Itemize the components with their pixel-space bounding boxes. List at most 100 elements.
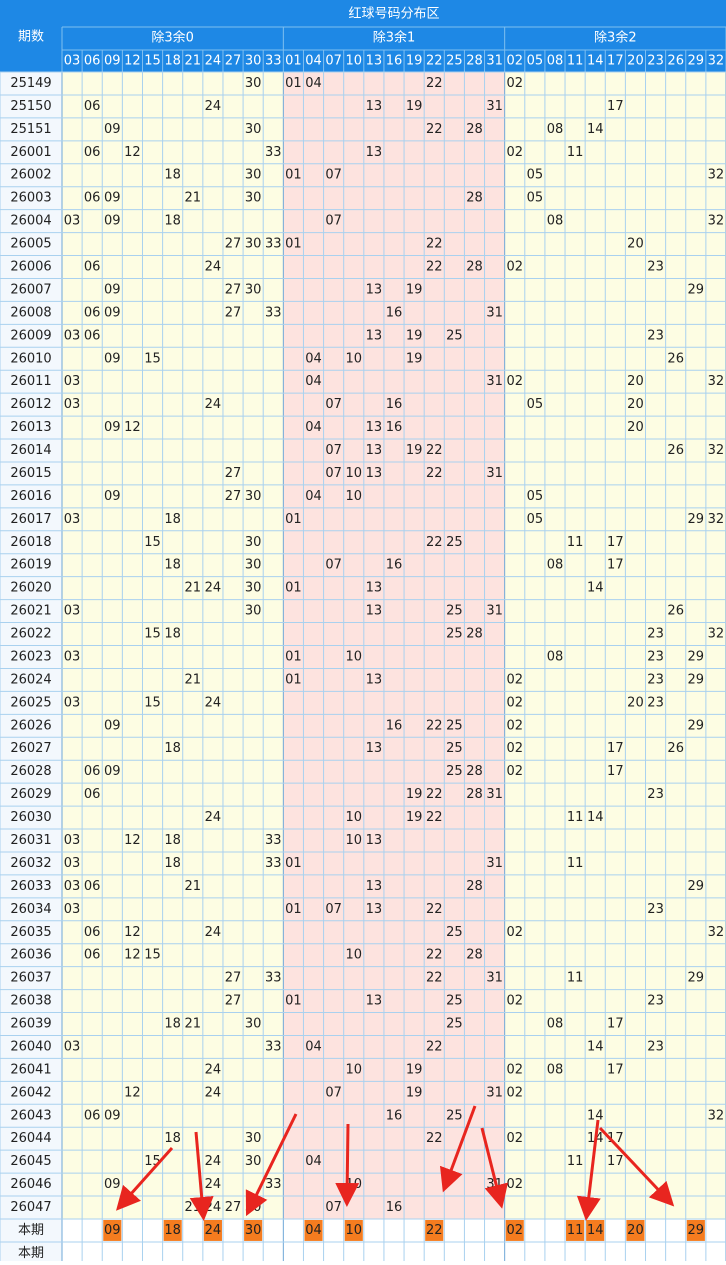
column-header: 01 (285, 54, 302, 69)
drawn-number: 31 (486, 1085, 503, 1100)
drawn-number: 32 (708, 214, 725, 229)
drawn-number: 30 (245, 604, 262, 619)
period: 26033 (10, 879, 51, 894)
column-header: 20 (627, 54, 644, 69)
column-header: 02 (506, 54, 523, 69)
period: 26015 (10, 466, 51, 481)
drawn-number: 09 (104, 214, 121, 229)
column-header: 18 (164, 54, 181, 69)
drawn-number: 13 (366, 466, 383, 481)
drawn-number: 02 (506, 1062, 523, 1077)
drawn-number: 21 (185, 879, 202, 894)
period: 26047 (10, 1200, 51, 1215)
period-col-bg (0, 72, 62, 1261)
selected-number[interactable]: 02 (506, 1223, 523, 1238)
drawn-number: 17 (607, 558, 624, 573)
period: 26046 (10, 1177, 51, 1192)
period: 26025 (10, 695, 51, 710)
drawn-number: 27 (225, 994, 242, 1009)
column-header: 07 (325, 54, 342, 69)
drawn-number: 14 (587, 122, 604, 137)
column-header: 29 (688, 54, 705, 69)
selected-number[interactable]: 09 (104, 1223, 121, 1238)
period: 26021 (10, 604, 51, 619)
drawn-number: 30 (245, 76, 262, 91)
header-title: 红球号码分布区 (348, 6, 439, 22)
drawn-number: 17 (607, 535, 624, 550)
drawn-number: 20 (627, 374, 644, 389)
drawn-number: 14 (587, 1108, 604, 1123)
drawn-number: 23 (647, 649, 664, 664)
drawn-number: 30 (245, 237, 262, 252)
drawn-number: 27 (225, 971, 242, 986)
drawn-number: 24 (205, 925, 222, 940)
selected-number[interactable]: 20 (627, 1223, 644, 1238)
drawn-number: 28 (466, 627, 483, 642)
drawn-number: 13 (366, 879, 383, 894)
selected-number[interactable]: 18 (164, 1223, 181, 1238)
drawn-number: 28 (466, 787, 483, 802)
selected-number[interactable]: 04 (305, 1223, 322, 1238)
column-header: 06 (84, 54, 101, 69)
column-header: 03 (64, 54, 81, 69)
selected-number[interactable]: 11 (567, 1223, 584, 1238)
selected-number[interactable]: 10 (345, 1223, 362, 1238)
drawn-number: 01 (285, 856, 302, 871)
drawn-number: 09 (104, 420, 121, 435)
drawn-number: 09 (104, 351, 121, 366)
selected-number[interactable]: 29 (688, 1223, 705, 1238)
drawn-number: 20 (627, 420, 644, 435)
drawn-number: 22 (426, 718, 443, 733)
drawn-number: 31 (486, 856, 503, 871)
drawn-number: 33 (265, 305, 282, 320)
drawn-number: 24 (205, 695, 222, 710)
drawn-number: 09 (104, 305, 121, 320)
period: 26027 (10, 741, 51, 756)
column-header: 08 (547, 54, 564, 69)
drawn-number: 21 (185, 1017, 202, 1032)
drawn-number: 24 (205, 1200, 222, 1215)
drawn-number: 02 (506, 259, 523, 274)
period: 26023 (10, 649, 51, 664)
drawn-number: 09 (104, 282, 121, 297)
drawn-number: 09 (104, 122, 121, 137)
drawn-number: 16 (386, 558, 403, 573)
selected-number[interactable]: 22 (426, 1223, 443, 1238)
drawn-number: 18 (164, 558, 181, 573)
selected-number[interactable]: 24 (205, 1223, 222, 1238)
column-header: 04 (305, 54, 322, 69)
drawn-number: 12 (124, 948, 141, 963)
selected-number[interactable]: 30 (245, 1223, 262, 1238)
drawn-number: 27 (225, 489, 242, 504)
drawn-number: 22 (426, 443, 443, 458)
drawn-number: 23 (647, 695, 664, 710)
drawn-number: 04 (305, 351, 322, 366)
drawn-number: 33 (265, 237, 282, 252)
period: 26024 (10, 672, 51, 687)
drawn-number: 01 (285, 168, 302, 183)
drawn-number: 07 (325, 397, 342, 412)
drawn-number: 13 (366, 604, 383, 619)
drawn-number: 18 (164, 627, 181, 642)
period: 26031 (10, 833, 51, 848)
selected-number[interactable]: 14 (587, 1223, 604, 1238)
drawn-number: 27 (225, 466, 242, 481)
drawn-number: 16 (386, 718, 403, 733)
period: 26016 (10, 489, 51, 504)
drawn-number: 02 (506, 741, 523, 756)
drawn-number: 02 (506, 1131, 523, 1146)
drawn-number: 20 (627, 237, 644, 252)
column-header: 28 (466, 54, 483, 69)
drawn-number: 07 (325, 214, 342, 229)
drawn-number: 23 (647, 1039, 664, 1054)
column-header: 13 (366, 54, 383, 69)
drawn-number: 03 (64, 214, 81, 229)
drawn-number: 10 (345, 351, 362, 366)
period: 26035 (10, 925, 51, 940)
drawn-number: 07 (325, 1200, 342, 1215)
drawn-number: 16 (386, 305, 403, 320)
drawn-number: 15 (144, 695, 161, 710)
drawn-number: 31 (486, 604, 503, 619)
drawn-number: 02 (506, 374, 523, 389)
drawn-number: 25 (446, 764, 463, 779)
